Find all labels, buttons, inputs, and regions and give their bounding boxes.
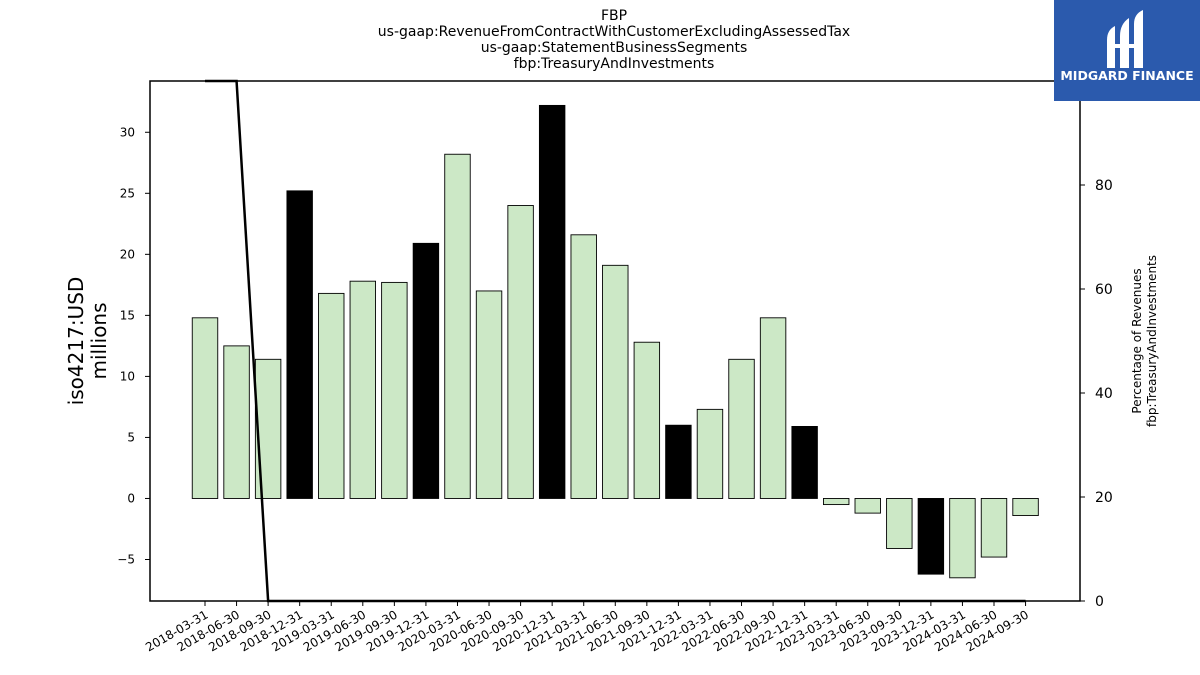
y2-tick-label: 0	[1095, 594, 1104, 610]
y2-label-line: fbp:TreasuryAndInvestments	[1145, 255, 1159, 427]
left-y-axis: −5 0 5 10 15 20 25 30	[117, 125, 150, 566]
y2-tick-label: 60	[1095, 282, 1113, 298]
bar	[507, 205, 534, 499]
logo-text: MIDGARD FINANCE	[1060, 68, 1193, 83]
bar	[665, 424, 692, 499]
bar	[791, 425, 818, 499]
logo-mark-icon	[1107, 10, 1143, 68]
y-tick-label: 20	[120, 247, 135, 261]
y-tick-label: 10	[120, 369, 135, 383]
bar	[191, 317, 219, 499]
y-tick-label: 15	[120, 308, 135, 322]
y2-label-line: Percentage of Revenues	[1130, 268, 1144, 413]
bar	[412, 242, 440, 499]
bar	[949, 498, 976, 579]
bar	[444, 153, 471, 499]
title-line: FBP	[601, 8, 627, 24]
bar	[1012, 498, 1039, 517]
bar	[980, 498, 1008, 558]
y2-tick-label: 80	[1095, 178, 1113, 194]
title-line: us-gaap:StatementBusinessSegments	[481, 40, 748, 56]
right-y-axis-label: Percentage of Revenues fbp:TreasuryAndInv…	[1130, 255, 1159, 427]
bar	[381, 281, 408, 499]
bar	[318, 292, 345, 499]
y-tick-label: 25	[120, 186, 135, 200]
bar	[254, 358, 282, 499]
y-tick-label: −5	[117, 552, 135, 566]
bars	[191, 104, 1039, 579]
bar	[570, 234, 597, 499]
y-tick-label: 5	[127, 430, 135, 444]
bar	[886, 498, 913, 549]
y-label-line: millions	[87, 302, 111, 379]
bar	[728, 358, 755, 499]
x-axis: 2018-03-312018-06-302018-09-302018-12-31…	[143, 601, 1031, 654]
bar	[286, 190, 313, 499]
bar	[349, 280, 376, 499]
title-line: fbp:TreasuryAndInvestments	[514, 56, 715, 72]
bar	[696, 408, 724, 499]
y-tick-label: 30	[120, 125, 135, 139]
bar	[917, 498, 945, 575]
y2-tick-label: 40	[1095, 386, 1113, 402]
y-label-line: iso4217:USD	[64, 277, 88, 406]
bar	[823, 498, 850, 506]
bar	[633, 341, 661, 499]
bar	[854, 498, 881, 514]
title-line: us-gaap:RevenueFromContractWithCustomerE…	[378, 24, 850, 40]
y-tick-label: 0	[127, 491, 135, 505]
left-y-axis-label: iso4217:USD millions	[64, 277, 111, 406]
bar	[759, 317, 787, 499]
y2-tick-label: 20	[1095, 490, 1113, 506]
bar	[538, 104, 566, 499]
logo: MIDGARD FINANCE	[1054, 0, 1200, 101]
chart-title: FBPus-gaap:RevenueFromContractWithCustom…	[378, 8, 850, 72]
right-y-axis: 020406080100	[1080, 74, 1122, 610]
bar	[223, 345, 250, 499]
bar	[602, 264, 629, 499]
bar	[475, 290, 503, 499]
